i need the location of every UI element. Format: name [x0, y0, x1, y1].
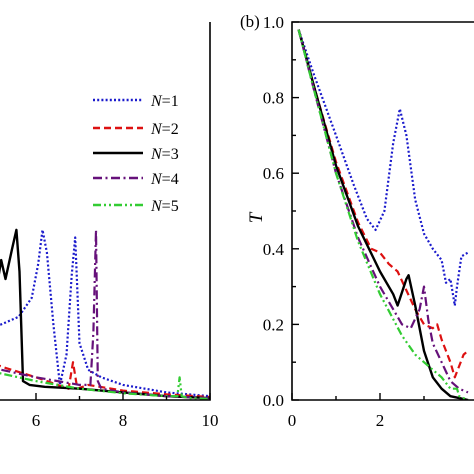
panel-b-series-n3	[297, 29, 469, 400]
legend-label-n3: N=3	[150, 146, 179, 163]
legend-label-n1: N=1	[150, 93, 179, 110]
legend-label-n5: N=5	[150, 198, 179, 215]
panel-a-series-n3	[0, 228, 210, 400]
panel-b-y-tick-label-0.6: 0.6	[263, 164, 284, 183]
panel-b-y-tick-label-1.0: 1.0	[263, 13, 284, 32]
panel-a-legend: N=1 N=2 N=3 N=4 N=5	[93, 93, 179, 215]
legend-label-n2: N=2	[150, 121, 179, 138]
panel-a-series	[0, 228, 210, 400]
legend-entry-n3: N=3	[93, 146, 179, 163]
panel-b-axes-frame	[291, 21, 474, 401]
panel-b-series-n1	[297, 29, 469, 307]
panel-b-series	[297, 29, 469, 400]
panel-b-y-tick-label-0.4: 0.4	[263, 240, 285, 259]
panel-a-x-tick-label-6: 6	[32, 411, 41, 430]
panel-a-series-n1	[0, 228, 210, 398]
legend-entry-n2: N=2	[93, 121, 179, 138]
panel-a-series-n5	[0, 372, 210, 400]
panel-b-y-tick-label-0.2: 0.2	[263, 315, 284, 334]
panel-b-y-axis-title: T	[246, 211, 267, 223]
panel-b-series-n4	[297, 29, 469, 394]
panel-b-y-ticks: 0.0 0.2 0.4 0.6 0.8 1.0	[263, 13, 299, 410]
legend-entry-n5: N=5	[93, 198, 179, 215]
panel-b-x-tick-label-0: 0	[288, 411, 297, 430]
panel-b-y-tick-label-0.8: 0.8	[263, 89, 284, 108]
panel-b-series-n5	[297, 29, 469, 400]
panel-b-y-tick-label-0.0: 0.0	[263, 391, 284, 410]
panel-a-series-n4	[0, 228, 210, 400]
panel-a-x-tick-label-10: 10	[202, 411, 219, 430]
legend-entry-n4: N=4	[93, 171, 179, 188]
panel-a-x-ticks: 6 8 10	[32, 393, 219, 430]
panel-b-series-n2	[297, 29, 469, 379]
legend-entry-n1: N=1	[93, 93, 179, 110]
panel-a-x-tick-label-8: 8	[119, 411, 128, 430]
panel-b-x-tick-label-2: 2	[376, 411, 385, 430]
panel-b-label: (b)	[240, 12, 260, 31]
legend-label-n4: N=4	[150, 171, 179, 188]
panel-a: 6 8 10 N=1 N=2 N=3 N=4 N=5	[0, 22, 219, 430]
